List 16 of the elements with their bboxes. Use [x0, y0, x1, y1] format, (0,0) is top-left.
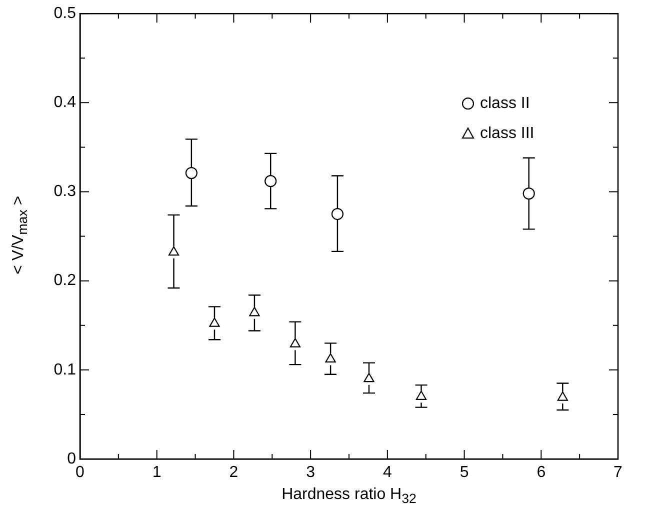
legend-label: class III [480, 125, 534, 142]
x-tick-label: 1 [152, 464, 162, 482]
x-tick-label: 4 [382, 464, 392, 482]
x-tick-label: 6 [536, 464, 546, 482]
x-tick-label: 2 [229, 464, 238, 482]
y-tick-label: 0.4 [54, 94, 76, 112]
y-tick-label: 0.1 [54, 361, 76, 378]
x-tick-label: 3 [306, 464, 316, 482]
y-tick-label: 0.5 [54, 5, 76, 22]
x-tick-label: 5 [460, 464, 469, 482]
x-tick-label: 7 [614, 464, 623, 482]
y-tick-label: 0.2 [54, 272, 76, 290]
legend-label: class II [480, 95, 530, 112]
x-axis-title: Hardness ratio H$_{32}$ [280, 486, 418, 506]
y-tick-label: 0 [67, 450, 76, 468]
y-tick-label: 0.3 [54, 183, 76, 200]
